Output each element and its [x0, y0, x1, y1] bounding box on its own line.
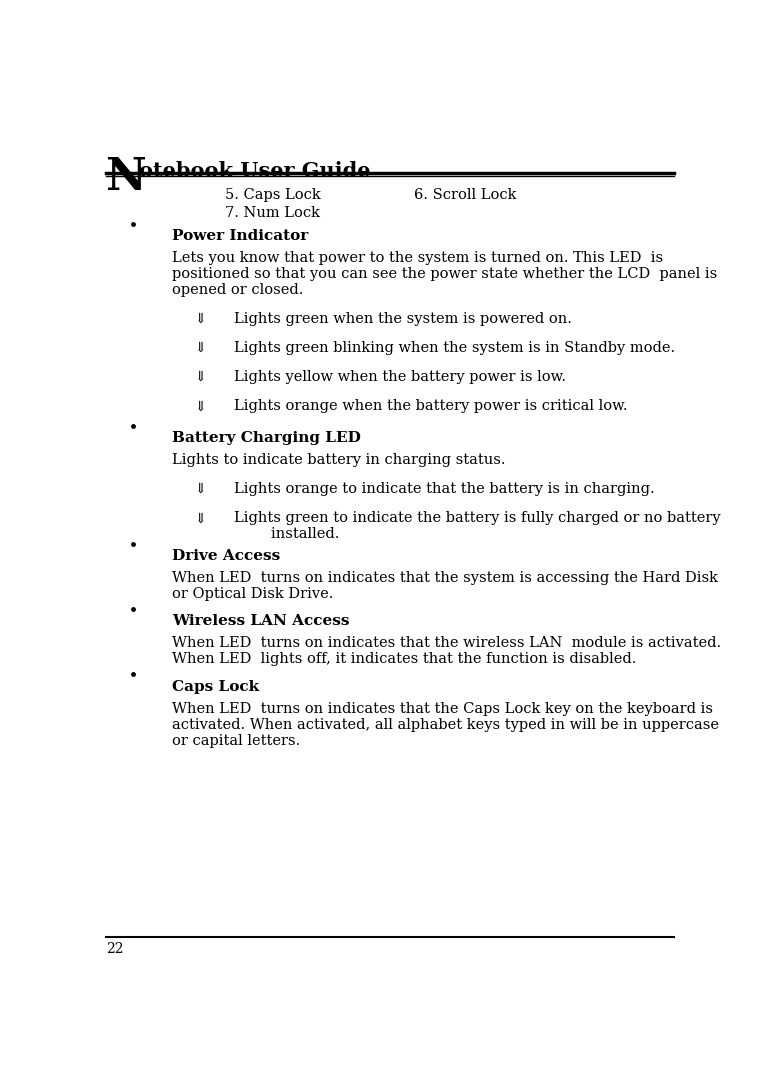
Text: Lights yellow when the battery power is low.: Lights yellow when the battery power is …	[234, 370, 565, 384]
Text: ⇓: ⇓	[196, 370, 207, 384]
Text: Lights green blinking when the system is in Standby mode.: Lights green blinking when the system is…	[234, 341, 675, 355]
Text: ⇓: ⇓	[196, 511, 207, 525]
Text: Lights orange to indicate that the battery is in charging.: Lights orange to indicate that the batte…	[234, 482, 654, 496]
Text: Battery Charging LED: Battery Charging LED	[172, 432, 361, 446]
Text: Caps Lock: Caps Lock	[172, 680, 259, 694]
Text: Lights green to indicate the battery is fully charged or no battery
        inst: Lights green to indicate the battery is …	[234, 511, 721, 542]
Text: Lets you know that power to the system is turned on. This LED  is
positioned so : Lets you know that power to the system i…	[172, 251, 717, 298]
Text: Lights green when the system is powered on.: Lights green when the system is powered …	[234, 312, 572, 326]
Text: When LED  turns on indicates that the system is accessing the Hard Disk
or Optic: When LED turns on indicates that the sys…	[172, 571, 718, 601]
Text: ⇓: ⇓	[196, 341, 207, 355]
Text: When LED  turns on indicates that the wireless LAN  module is activated.
When LE: When LED turns on indicates that the wir…	[172, 637, 721, 667]
Text: otebook User Guide: otebook User Guide	[139, 161, 371, 181]
Text: When LED  turns on indicates that the Caps Lock key on the keyboard is
activated: When LED turns on indicates that the Cap…	[172, 701, 719, 748]
Text: 5. Caps Lock: 5. Caps Lock	[225, 188, 320, 202]
Text: Wireless LAN Access: Wireless LAN Access	[172, 614, 349, 628]
Text: N: N	[106, 156, 146, 199]
Text: 7. Num Lock: 7. Num Lock	[225, 206, 320, 220]
Text: ⇓: ⇓	[196, 312, 207, 326]
Text: ⇓: ⇓	[196, 399, 207, 413]
Text: 6. Scroll Lock: 6. Scroll Lock	[414, 188, 516, 202]
Text: 22: 22	[106, 942, 123, 956]
Text: Drive Access: Drive Access	[172, 549, 280, 563]
Text: Lights to indicate battery in charging status.: Lights to indicate battery in charging s…	[172, 453, 505, 467]
Text: Lights orange when the battery power is critical low.: Lights orange when the battery power is …	[234, 399, 627, 413]
Text: Power Indicator: Power Indicator	[172, 229, 308, 243]
Text: ⇓: ⇓	[196, 482, 207, 496]
